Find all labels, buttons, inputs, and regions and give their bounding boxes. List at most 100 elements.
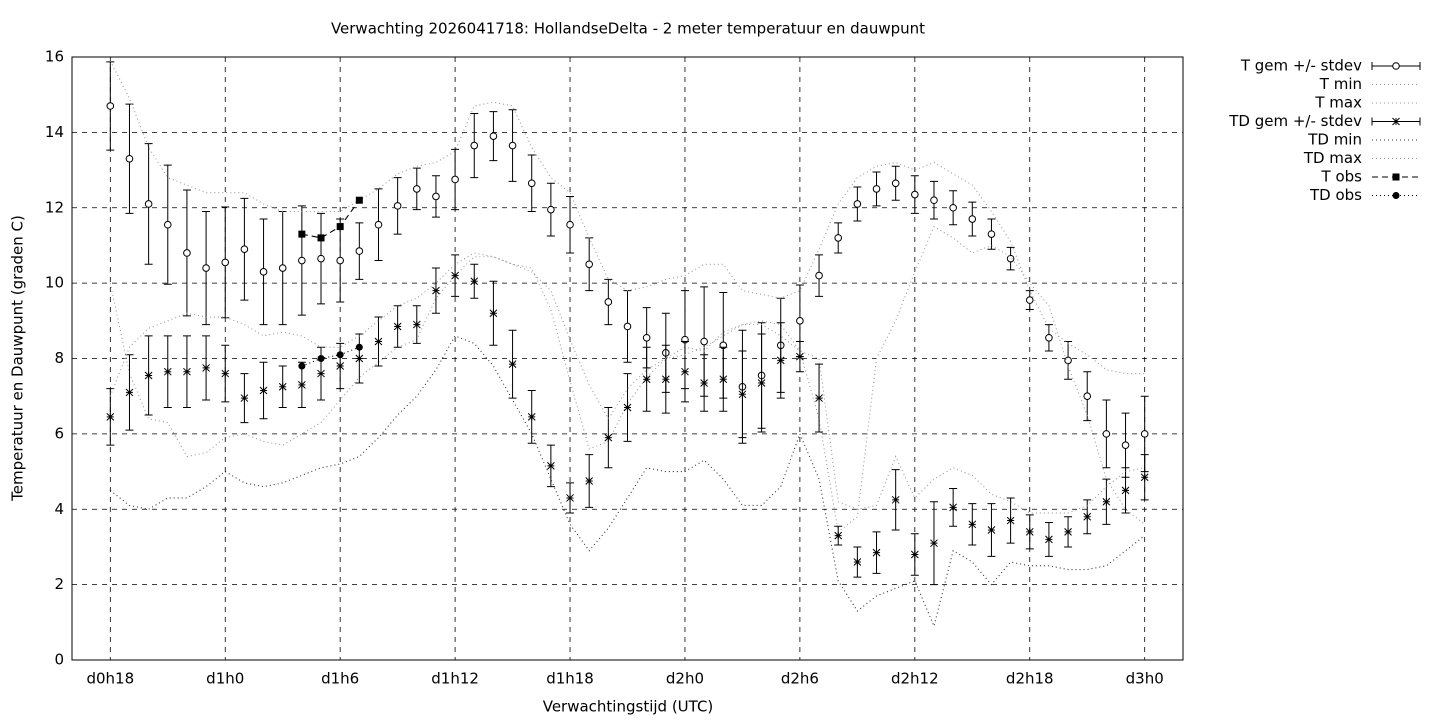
x-tick-label: d1h6 bbox=[321, 670, 359, 688]
marker bbox=[987, 526, 996, 534]
marker bbox=[1121, 486, 1130, 495]
marker bbox=[834, 531, 843, 540]
marker bbox=[336, 351, 344, 359]
marker bbox=[566, 494, 574, 502]
marker bbox=[317, 369, 325, 378]
marker bbox=[451, 175, 459, 184]
marker bbox=[815, 394, 823, 402]
marker bbox=[527, 413, 536, 421]
marker bbox=[470, 277, 479, 286]
x-axis-label: Verwachtingstijd (UTC) bbox=[543, 698, 714, 716]
legend-label: TD max bbox=[1303, 149, 1362, 167]
marker bbox=[834, 234, 843, 242]
marker bbox=[949, 503, 957, 512]
marker bbox=[1006, 516, 1015, 525]
marker bbox=[815, 271, 823, 280]
marker bbox=[221, 258, 230, 267]
marker bbox=[949, 203, 957, 212]
y-axis-label: Temperatuur en Dauwpunt (graden C) bbox=[9, 215, 27, 502]
legend-label: TD min bbox=[1307, 131, 1362, 149]
marker bbox=[585, 260, 593, 269]
marker bbox=[202, 264, 210, 272]
series-line bbox=[109, 252, 1145, 514]
marker bbox=[738, 390, 747, 399]
x-tick-label: d1h12 bbox=[431, 670, 479, 688]
y-tick-label: 2 bbox=[54, 575, 64, 593]
y-tick-label: 10 bbox=[45, 274, 64, 292]
marker bbox=[355, 247, 364, 255]
legend-marker bbox=[1392, 117, 1400, 126]
marker bbox=[776, 356, 785, 365]
marker bbox=[144, 200, 153, 208]
marker bbox=[508, 141, 517, 150]
y-tick-label: 14 bbox=[45, 123, 64, 141]
legend-marker bbox=[1392, 62, 1400, 70]
marker bbox=[930, 539, 938, 548]
legend-label: T max bbox=[1314, 94, 1362, 112]
marker bbox=[355, 343, 363, 351]
marker bbox=[968, 215, 977, 223]
series-line bbox=[301, 199, 360, 239]
marker bbox=[585, 477, 594, 485]
marker bbox=[891, 495, 900, 504]
marker bbox=[221, 369, 230, 378]
marker bbox=[604, 298, 613, 306]
marker bbox=[432, 286, 440, 295]
legend-label: T gem +/- stdev bbox=[1240, 57, 1362, 75]
marker bbox=[987, 230, 996, 238]
marker bbox=[336, 256, 344, 265]
marker bbox=[355, 196, 363, 204]
marker bbox=[412, 320, 421, 329]
legend-label: T min bbox=[1319, 75, 1362, 93]
marker bbox=[872, 185, 881, 193]
x-tick-label: d2h0 bbox=[666, 670, 704, 688]
legend-label: TD gem +/- stdev bbox=[1228, 112, 1362, 130]
marker bbox=[393, 202, 402, 210]
marker bbox=[412, 185, 421, 193]
marker bbox=[968, 520, 977, 529]
marker bbox=[700, 379, 708, 387]
marker bbox=[623, 322, 632, 331]
marker bbox=[317, 234, 325, 242]
marker bbox=[547, 462, 555, 470]
marker bbox=[910, 550, 919, 559]
marker bbox=[796, 317, 804, 325]
marker bbox=[144, 371, 153, 380]
marker bbox=[489, 309, 498, 318]
marker bbox=[278, 264, 287, 272]
marker bbox=[106, 102, 115, 110]
y-tick-label: 16 bbox=[45, 48, 64, 66]
marker bbox=[681, 367, 689, 376]
marker bbox=[1102, 497, 1111, 506]
x-tick-label: d0h18 bbox=[86, 670, 134, 688]
marker bbox=[240, 245, 249, 254]
marker bbox=[547, 205, 555, 214]
marker bbox=[336, 223, 344, 231]
marker bbox=[106, 413, 115, 421]
legend-label: TD obs bbox=[1309, 186, 1362, 204]
marker bbox=[393, 322, 402, 331]
marker bbox=[1045, 535, 1053, 544]
y-tick-label: 0 bbox=[54, 651, 64, 669]
marker bbox=[298, 381, 306, 389]
marker bbox=[451, 271, 459, 280]
series-line bbox=[109, 60, 1145, 375]
marker bbox=[355, 354, 364, 363]
marker bbox=[432, 192, 440, 201]
x-tick-label: d3h0 bbox=[1126, 670, 1164, 688]
marker bbox=[470, 141, 479, 150]
marker bbox=[374, 337, 383, 346]
marker bbox=[1064, 528, 1072, 536]
marker bbox=[1045, 333, 1053, 342]
marker bbox=[1025, 528, 1034, 536]
marker bbox=[1083, 512, 1092, 521]
y-tick-label: 4 bbox=[54, 500, 64, 518]
marker bbox=[1025, 296, 1034, 304]
marker bbox=[911, 190, 919, 199]
marker bbox=[125, 388, 134, 397]
x-tick-label: d2h12 bbox=[891, 670, 939, 688]
marker bbox=[527, 179, 536, 188]
marker bbox=[202, 364, 210, 372]
